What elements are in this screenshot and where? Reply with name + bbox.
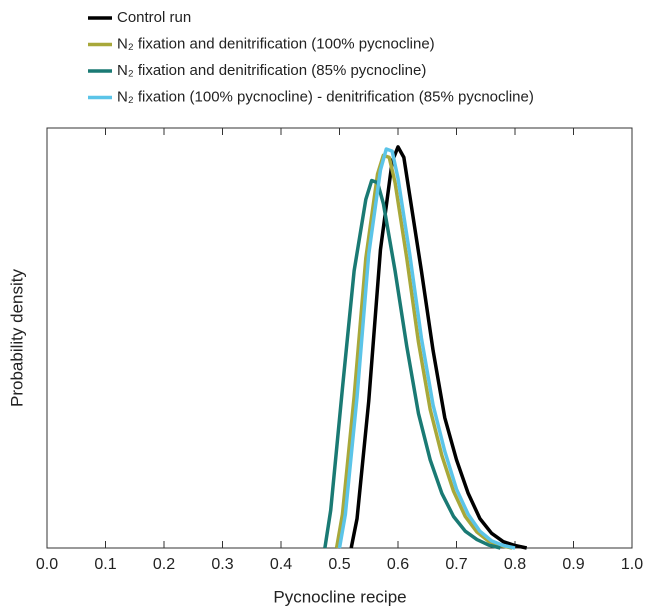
x-tick-label: 0.3 — [211, 556, 233, 573]
x-tick-label: 0.4 — [270, 556, 292, 573]
x-tick-label: 0.6 — [387, 556, 409, 573]
x-tick-label: 0.2 — [153, 556, 175, 573]
x-axis-label: Pycnocline recipe — [273, 587, 406, 606]
line — [337, 147, 516, 550]
line — [323, 178, 501, 550]
x-tick-label: 0.8 — [504, 556, 526, 573]
x-tick-label: 0.0 — [36, 556, 58, 573]
x-tick-label: 0.5 — [328, 556, 350, 573]
legend-label: Control run — [117, 9, 191, 26]
line — [349, 145, 528, 550]
x-tick-label: 0.9 — [562, 556, 584, 573]
y-axis-label: Probability density — [7, 269, 26, 407]
x-tick-label: 0.1 — [94, 556, 116, 573]
plot-frame — [46, 127, 633, 549]
legend-label: N₂ fixation (100% pycnocline) - denitrif… — [117, 88, 534, 105]
legend-label: N₂ fixation and denitrification (100% py… — [117, 35, 435, 52]
x-tick-label: 0.7 — [445, 556, 467, 573]
line — [334, 153, 513, 550]
x-tick-label: 1.0 — [621, 556, 643, 573]
legend-label: N₂ fixation and denitrification (85% pyc… — [117, 62, 426, 79]
